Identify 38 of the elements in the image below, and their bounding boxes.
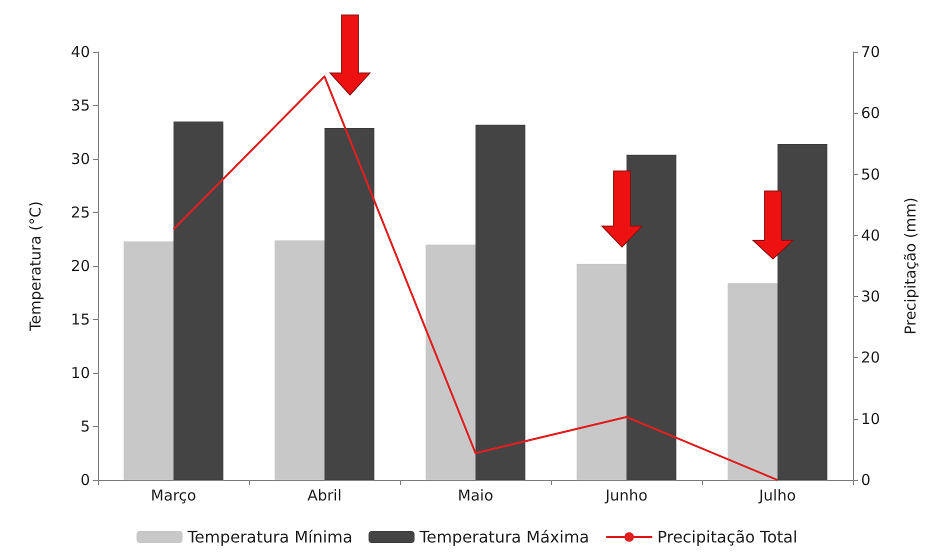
bar [174, 122, 224, 480]
bar [324, 128, 374, 480]
y2-tick-label: 70 [861, 43, 880, 61]
y2-tick-label: 20 [861, 348, 880, 367]
x-tick-label: Abril [307, 486, 342, 504]
y-tick-label: 30 [70, 150, 90, 168]
y-tick-label: 5 [80, 418, 90, 436]
y-tick-label: 15 [70, 310, 90, 328]
y2-tick-label: 60 [861, 104, 880, 122]
y-tick-label: 25 [70, 204, 90, 222]
y-tick-label: 40 [70, 43, 90, 61]
y-tick-label: 10 [70, 364, 90, 382]
x-tick-label: Julho [758, 486, 796, 504]
legend-label: Precipitação Total [657, 528, 798, 546]
bar [626, 154, 676, 480]
line-series [172, 75, 778, 481]
bar [476, 124, 526, 480]
x-tick-label: Junho [604, 486, 648, 504]
bar [426, 244, 476, 480]
y-axis-title: Temperatura (°C) [26, 201, 44, 332]
bar [576, 264, 626, 480]
legend-label: Temperatura Mínima [186, 528, 353, 546]
y2-tick-label: 30 [861, 288, 880, 306]
bar [778, 144, 828, 480]
legend-label: Temperatura Máxima [418, 528, 590, 546]
y2-axis-title: Precipitação (mm) [902, 197, 920, 335]
y-tick-label: 20 [70, 257, 90, 275]
y2-tick-label: 50 [861, 165, 880, 184]
y2-tick-label: 0 [861, 471, 871, 489]
bar [124, 241, 174, 480]
y2-tick-label: 10 [861, 410, 880, 428]
bar [274, 240, 324, 480]
y-tick-label: 35 [70, 96, 90, 114]
bar [728, 283, 778, 480]
x-tick-label: Maio [458, 486, 494, 504]
y2-tick-label: 40 [861, 226, 880, 244]
y-tick-label: 0 [80, 471, 90, 489]
x-tick-label: Março [150, 486, 196, 504]
